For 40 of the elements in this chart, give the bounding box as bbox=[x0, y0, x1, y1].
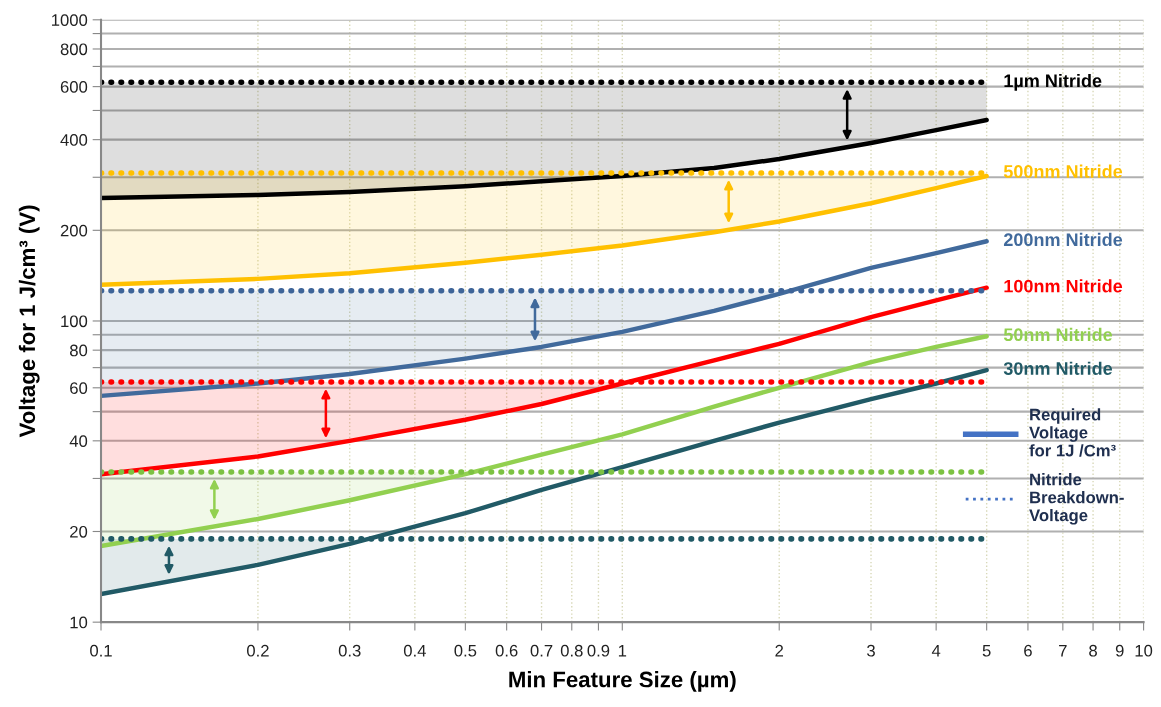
x-tick-label: 3 bbox=[867, 644, 875, 657]
y-tick-label: 800 bbox=[60, 43, 88, 56]
x-tick-label: 4 bbox=[931, 644, 941, 657]
y-tick-label: 400 bbox=[60, 134, 88, 146]
series-label: 50nm Nitride bbox=[1003, 327, 1113, 342]
x-tick-label: 0.2 bbox=[247, 644, 269, 657]
series-label: 30nm Nitride bbox=[1003, 361, 1113, 375]
x-tick-label: 7 bbox=[1059, 644, 1067, 657]
x-axis-title: Min Feature Size (µm) bbox=[509, 671, 736, 692]
x-tick-label: 0.7 bbox=[530, 644, 553, 657]
series-label: 1µm Nitride bbox=[1004, 73, 1102, 91]
y-tick-label: 40 bbox=[69, 435, 88, 448]
x-tick-label: 0.6 bbox=[495, 644, 518, 657]
x-tick-label: 2 bbox=[775, 644, 784, 657]
x-tick-label: 1 bbox=[618, 644, 627, 657]
x-tick-label: 0.5 bbox=[454, 644, 477, 657]
y-tick-label: 200 bbox=[60, 224, 88, 237]
series-label: 500nm Nitride bbox=[1003, 164, 1123, 178]
series-label: 200nm Nitride bbox=[1003, 232, 1123, 247]
x-tick-label: 0.8 bbox=[560, 644, 583, 657]
x-tick-label: 0.4 bbox=[403, 644, 426, 657]
y-tick-label: 10 bbox=[70, 616, 88, 629]
annotation: Required Voltage for 1J /Cm³ bbox=[1029, 408, 1116, 457]
y-tick-label: 1000 bbox=[52, 14, 88, 26]
x-tick-label: 0.1 bbox=[90, 644, 112, 657]
x-tick-label: 0.3 bbox=[338, 644, 361, 657]
x-tick-label: 10 bbox=[1135, 644, 1153, 657]
y-tick-label: 100 bbox=[61, 315, 88, 328]
x-tick-label: 6 bbox=[1024, 644, 1032, 657]
annotation: Nitride Breakdown- Voltage bbox=[1029, 473, 1124, 525]
y-tick-label: 60 bbox=[70, 382, 88, 394]
y-tick-label: 600 bbox=[60, 81, 88, 93]
x-tick-label: 8 bbox=[1089, 644, 1097, 657]
x-tick-label: 9 bbox=[1115, 644, 1124, 657]
x-tick-label: 5 bbox=[982, 644, 991, 657]
x-tick-label: 0.9 bbox=[587, 644, 610, 657]
y-tick-label: 80 bbox=[70, 344, 88, 357]
y-tick-label: 20 bbox=[70, 525, 88, 538]
series-label: 100nm Nitride bbox=[1004, 279, 1123, 293]
y-axis-title: Voltage for 1 J/cm³ (V) bbox=[18, 205, 40, 438]
